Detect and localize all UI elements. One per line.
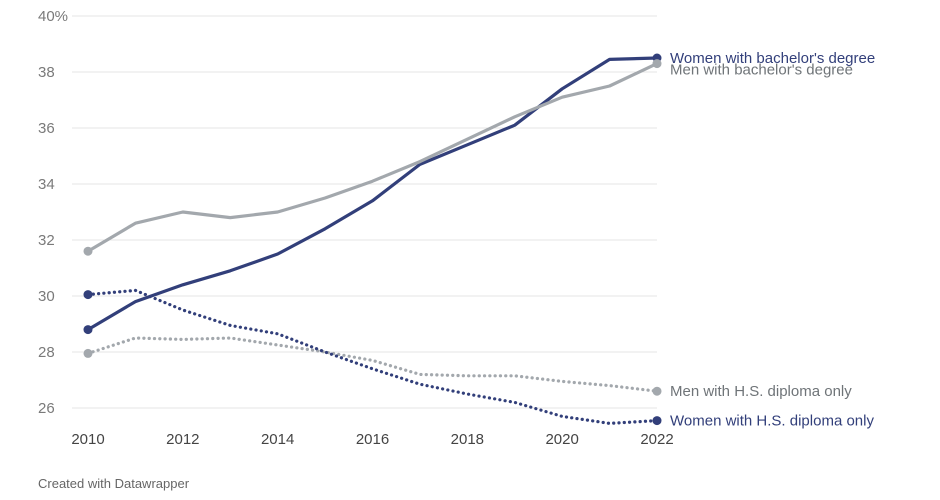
series-start-point [83,325,93,335]
y-tick-label: 36 [38,120,55,137]
series-start-point [83,290,93,300]
series-label: Men with H.S. diploma only [670,383,852,400]
y-tick-label: 32 [38,232,55,249]
series-label: Men with bachelor's degree [670,62,853,79]
x-tick-label: 2022 [640,431,673,448]
series-lines [83,53,662,426]
y-tick-label: 26 [38,400,55,417]
series-end-point [652,386,662,396]
series-start-point [83,246,93,256]
y-tick-label: 40% [38,8,68,25]
x-tick-label: 2018 [451,431,484,448]
grid-lines [72,15,657,409]
x-tick-label: 2010 [71,431,104,448]
series-end-point [652,416,662,426]
x-axis: 2010 2012 2014 2016 2018 2020 2022 [71,431,673,448]
y-tick-label: 34 [38,176,55,193]
y-tick-label: 30 [38,288,55,305]
y-tick-label: 38 [38,64,55,81]
x-tick-label: 2020 [545,431,578,448]
series-label: Women with bachelor's degree [670,50,875,67]
series-line [86,56,659,332]
series-start-point [83,348,93,358]
series-end-point [652,59,662,69]
series-label: Women with H.S. diploma only [670,413,874,430]
x-tick-label: 2014 [261,431,294,448]
x-tick-label: 2012 [166,431,199,448]
chart-footer-credit: Created with Datawrapper [38,476,190,491]
y-tick-label: 28 [38,344,55,361]
series-line [86,336,659,393]
series-line [86,61,659,253]
series-line [86,288,659,425]
x-tick-label: 2016 [356,431,389,448]
y-axis: 26 28 30 32 34 36 38 40% [38,8,68,417]
